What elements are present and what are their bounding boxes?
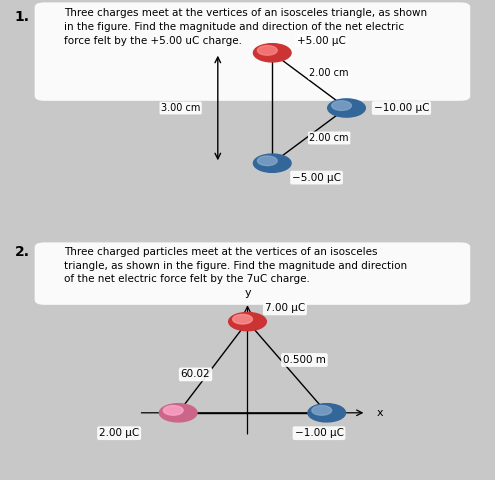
Text: 7.00 μC: 7.00 μC: [265, 303, 305, 313]
Circle shape: [257, 156, 277, 166]
Circle shape: [253, 44, 291, 62]
Circle shape: [229, 312, 266, 331]
Text: Three charged particles meet at the vertices of an isosceles
triangle, as shown : Three charged particles meet at the vert…: [64, 247, 407, 284]
Circle shape: [328, 99, 365, 117]
Text: 2.: 2.: [15, 245, 30, 259]
Text: 60.02: 60.02: [181, 370, 210, 379]
Text: 3.00 cm: 3.00 cm: [161, 103, 200, 113]
Circle shape: [332, 101, 351, 110]
Circle shape: [163, 406, 183, 415]
Text: +5.00 μC: +5.00 μC: [297, 36, 346, 46]
Circle shape: [233, 314, 252, 324]
Text: Three charges meet at the vertices of an isosceles triangle, as shown
in the fig: Three charges meet at the vertices of an…: [64, 8, 428, 46]
Circle shape: [312, 406, 332, 415]
Text: −10.00 μC: −10.00 μC: [374, 103, 429, 113]
Text: 2.00 cm: 2.00 cm: [309, 68, 349, 78]
Text: 0.500 m: 0.500 m: [283, 355, 326, 365]
FancyBboxPatch shape: [35, 242, 470, 305]
Circle shape: [159, 404, 197, 422]
Text: y: y: [244, 288, 251, 298]
Circle shape: [253, 154, 291, 172]
Circle shape: [257, 46, 277, 55]
Text: −1.00 μC: −1.00 μC: [295, 428, 344, 438]
Text: 1.: 1.: [15, 10, 30, 24]
Text: 2.00 μC: 2.00 μC: [99, 428, 139, 438]
Text: −5.00 μC: −5.00 μC: [292, 173, 341, 182]
Text: 2.00 cm: 2.00 cm: [309, 133, 349, 143]
Circle shape: [308, 404, 346, 422]
Text: x: x: [376, 408, 383, 418]
FancyBboxPatch shape: [35, 2, 470, 101]
